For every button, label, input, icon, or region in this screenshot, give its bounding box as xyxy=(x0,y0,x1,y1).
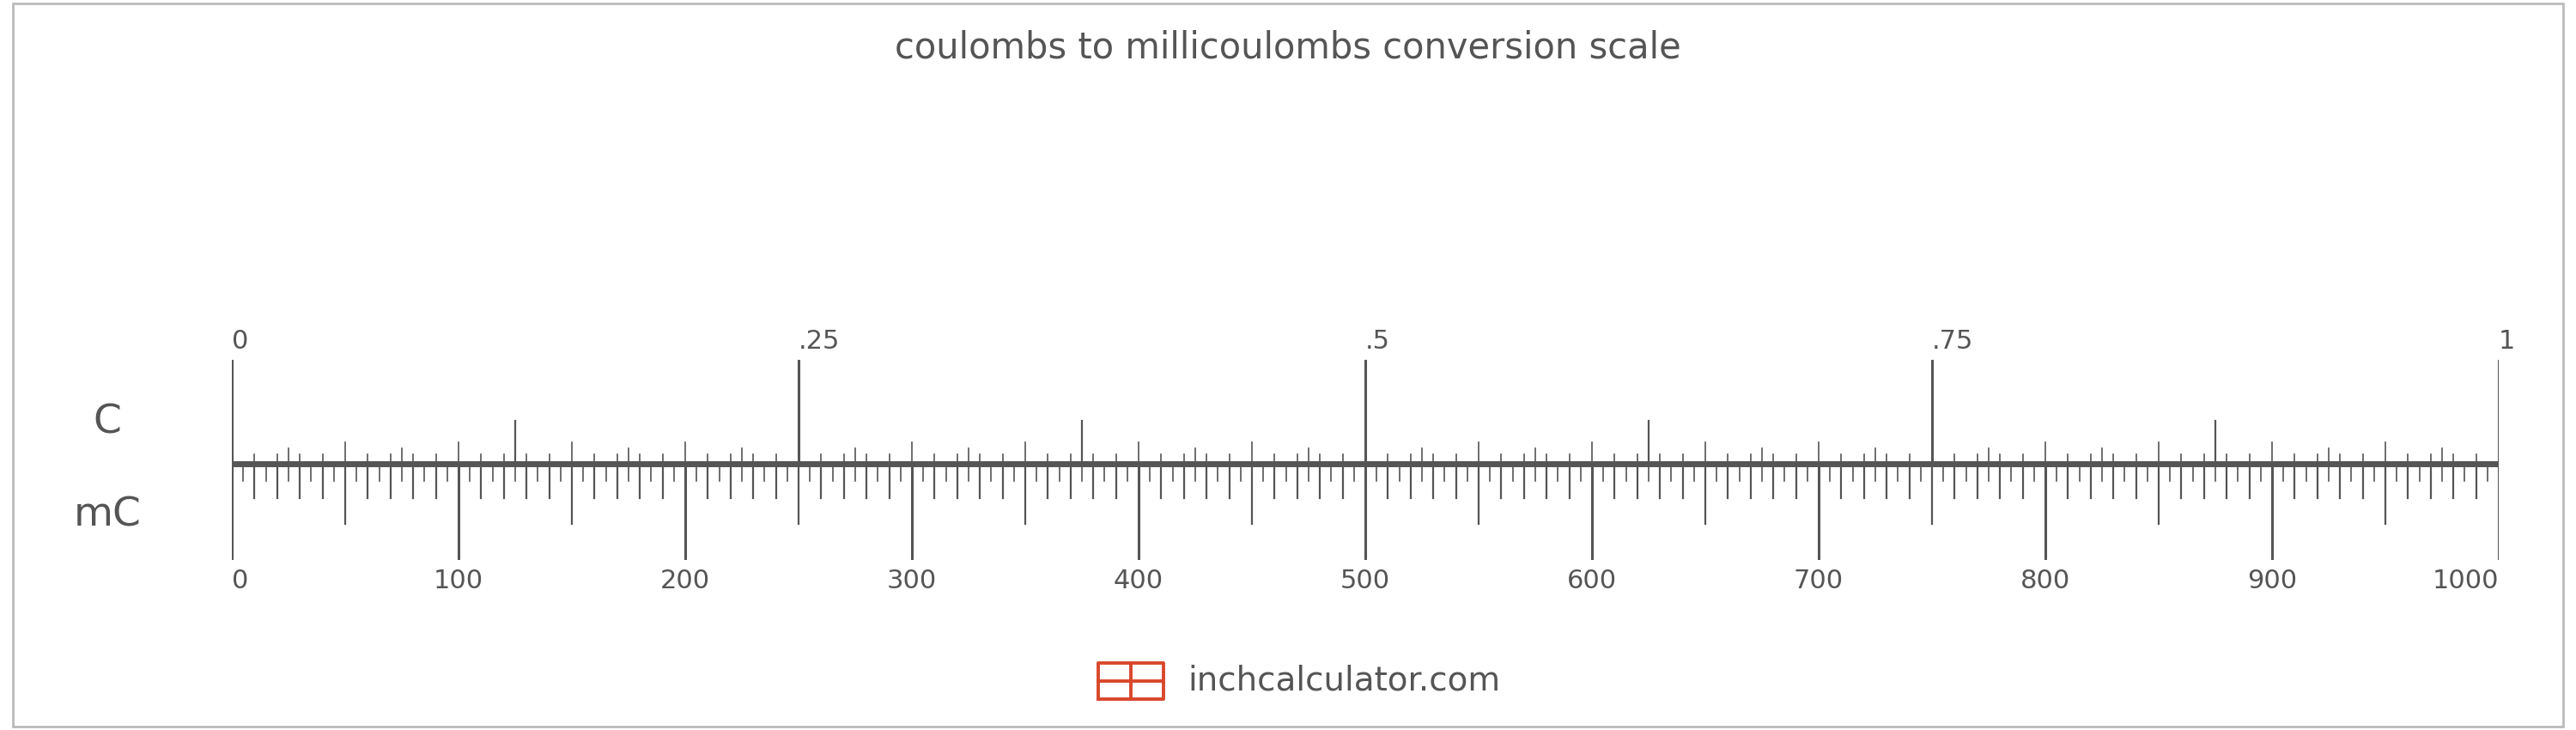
Text: 200: 200 xyxy=(659,569,711,593)
Text: 0: 0 xyxy=(232,328,247,353)
Text: .75: .75 xyxy=(1932,328,1973,353)
Text: 700: 700 xyxy=(1793,569,1844,593)
Text: 0: 0 xyxy=(232,569,247,593)
Text: 100: 100 xyxy=(433,569,484,593)
Text: 1000: 1000 xyxy=(2432,569,2499,593)
Text: 800: 800 xyxy=(2020,569,2071,593)
Text: 600: 600 xyxy=(1566,569,1618,593)
Text: 1: 1 xyxy=(2499,328,2514,353)
Text: .5: .5 xyxy=(1365,328,1391,353)
Text: .25: .25 xyxy=(799,328,840,353)
Text: 400: 400 xyxy=(1113,569,1164,593)
Text: 300: 300 xyxy=(886,569,938,593)
Text: coulombs to millicoulombs conversion scale: coulombs to millicoulombs conversion sca… xyxy=(894,29,1682,66)
Text: inchcalculator.com: inchcalculator.com xyxy=(1188,664,1499,697)
Text: mC: mC xyxy=(72,496,142,535)
Text: 900: 900 xyxy=(2246,569,2298,593)
Text: C: C xyxy=(93,403,121,442)
Text: 500: 500 xyxy=(1340,569,1391,593)
